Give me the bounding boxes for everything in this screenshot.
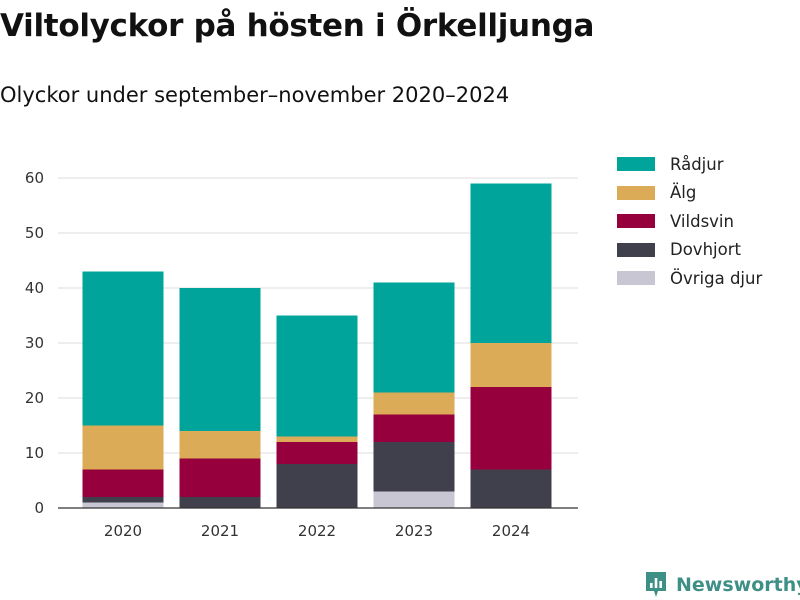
legend: Rådjur Älg Vildsvin Dovhjort Övriga djur xyxy=(617,150,762,293)
bar-segment-2020-rådjur xyxy=(82,271,164,426)
bar-segment-2021-älg xyxy=(179,431,261,459)
bar-segment-2020-vildsvin xyxy=(82,469,164,497)
legend-swatch xyxy=(617,157,655,172)
x-tick-label: 2020 xyxy=(104,522,142,540)
bar-segment-2021-rådjur xyxy=(179,288,261,431)
brand-name: Newsworthy xyxy=(676,574,800,596)
y-axis-ticks: 0 10 20 30 40 50 60 xyxy=(25,169,44,517)
bar-segment-2023-dovhjort xyxy=(373,442,455,492)
x-tick-label: 2022 xyxy=(298,522,336,540)
x-tick-label: 2023 xyxy=(395,522,433,540)
y-tick-label: 60 xyxy=(25,169,44,187)
bar-segment-2021-vildsvin xyxy=(179,458,261,497)
chart-subtitle: Olyckor under september–november 2020–20… xyxy=(0,83,510,107)
bar-segment-2024-dovhjort xyxy=(470,469,552,508)
y-tick-label: 40 xyxy=(25,279,44,297)
legend-label: Dovhjort xyxy=(670,240,741,260)
y-tick-label: 20 xyxy=(25,389,44,407)
bar-segment-2023-vildsvin xyxy=(373,414,455,442)
bar-segment-2021-dovhjort xyxy=(179,497,261,508)
chart-title: Viltolyckor på hösten i Örkelljunga xyxy=(0,8,595,44)
legend-swatch xyxy=(617,242,655,257)
legend-label: Vildsvin xyxy=(670,211,734,231)
bar-segment-2022-älg xyxy=(276,436,358,442)
bar-segment-2023-älg xyxy=(373,392,455,415)
legend-item: Rådjur xyxy=(617,150,762,179)
legend-label: Övriga djur xyxy=(670,268,763,288)
legend-item: Övriga djur xyxy=(617,264,762,293)
y-tick-label: 10 xyxy=(25,444,44,462)
y-tick-label: 50 xyxy=(25,224,44,242)
bar-chart-logo-icon xyxy=(646,572,666,597)
y-tick-label: 0 xyxy=(34,499,44,517)
x-axis-ticks: 2020 2021 2022 2023 2024 xyxy=(104,522,530,540)
legend-label: Rådjur xyxy=(670,154,724,174)
bar-segment-2024-rådjur xyxy=(470,183,552,343)
legend-item: Vildsvin xyxy=(617,207,762,236)
bar-segment-2022-dovhjort xyxy=(276,464,358,508)
legend-item: Älg xyxy=(617,179,762,208)
bar-segment-2023-övriga-djur xyxy=(373,491,455,508)
bar-segment-2024-älg xyxy=(470,343,552,387)
x-tick-label: 2021 xyxy=(201,522,239,540)
x-tick-label: 2024 xyxy=(492,522,530,540)
bars xyxy=(82,183,552,508)
bar-segment-2020-älg xyxy=(82,425,164,470)
legend-swatch xyxy=(617,185,655,200)
legend-item: Dovhjort xyxy=(617,236,762,265)
brand-logo: Newsworthy xyxy=(644,570,800,600)
legend-swatch xyxy=(617,214,655,229)
bar-segment-2020-övriga-djur xyxy=(82,502,164,508)
bar-segment-2022-rådjur xyxy=(276,315,358,437)
legend-swatch xyxy=(617,271,655,286)
bar-segment-2020-dovhjort xyxy=(82,497,164,503)
legend-label: Älg xyxy=(670,183,697,203)
bar-segment-2023-rådjur xyxy=(373,282,455,393)
y-tick-label: 30 xyxy=(25,334,44,352)
bar-segment-2022-vildsvin xyxy=(276,442,358,464)
bar-segment-2024-vildsvin xyxy=(470,387,552,470)
